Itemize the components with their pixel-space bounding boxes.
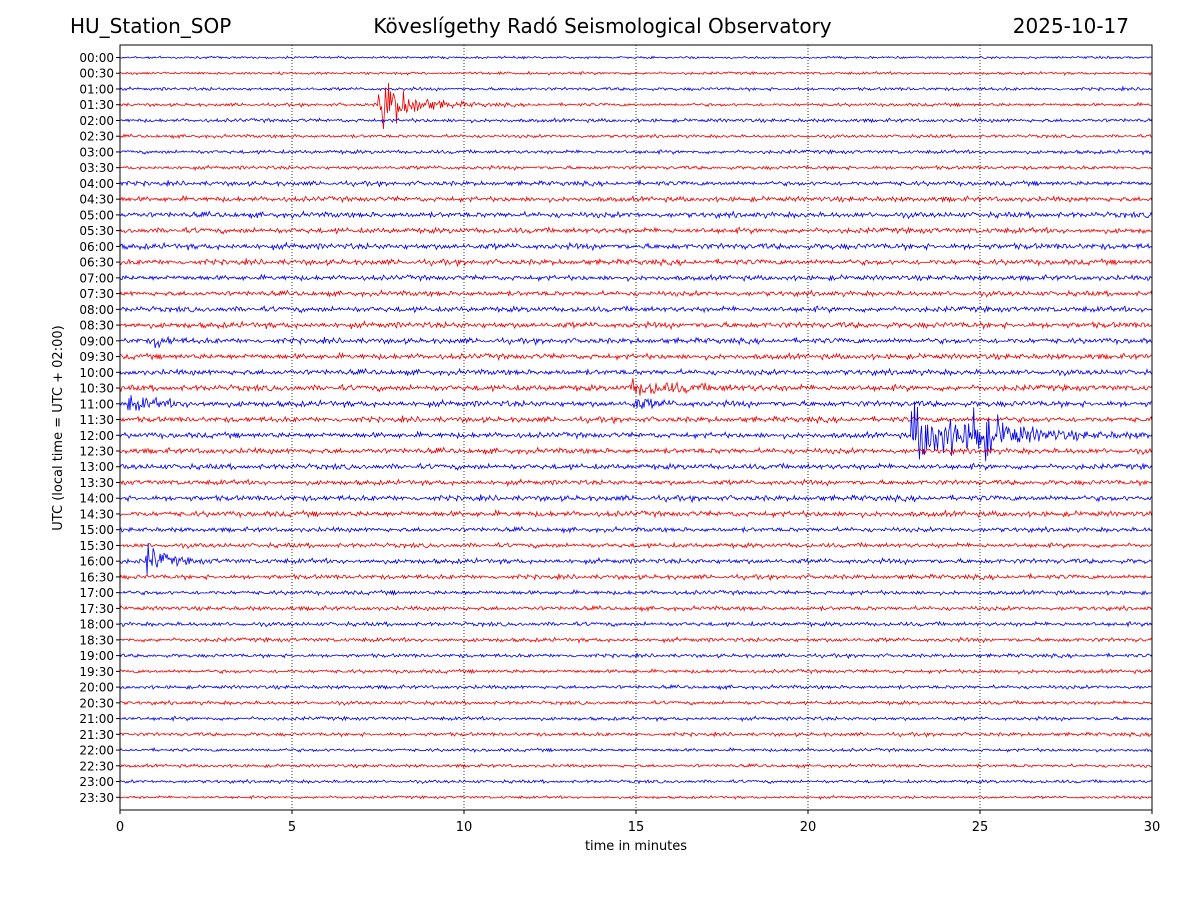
trace-1930: [119, 668, 1153, 675]
y-tick-label: 07:00: [79, 271, 114, 285]
y-tick-label: 09:30: [79, 350, 114, 364]
y-tick-label: 09:00: [79, 334, 114, 348]
x-axis-label: time in minutes: [585, 839, 687, 854]
y-tick-label: 03:00: [79, 145, 114, 159]
y-tick-label: 17:30: [79, 602, 114, 616]
y-tick-label: 13:00: [79, 460, 114, 474]
y-tick-label: 13:30: [79, 476, 114, 490]
y-tick-label: 14:00: [79, 492, 114, 506]
y-tick-label: 22:30: [79, 759, 114, 773]
y-tick-label: 08:30: [79, 319, 114, 333]
y-tick-label: 00:00: [79, 51, 114, 65]
y-tick-label: 07:30: [79, 287, 114, 301]
x-tick-label: 15: [628, 820, 645, 835]
trace-0300: [119, 148, 1153, 156]
y-tick-label: 10:00: [79, 366, 114, 380]
y-tick-label: 01:00: [79, 82, 114, 96]
y-tick-label: 19:00: [79, 649, 114, 663]
y-tick-label: 20:00: [79, 681, 114, 695]
y-tick-label: 05:30: [79, 224, 114, 238]
y-tick-label: 03:30: [79, 161, 114, 175]
trace-2100: [119, 715, 1153, 723]
x-tick-label: 25: [972, 820, 989, 835]
x-tick-label: 30: [1144, 820, 1161, 835]
y-tick-label: 15:00: [79, 523, 114, 537]
y-tick-label: 01:30: [79, 98, 114, 112]
trace-1830: [119, 636, 1153, 644]
y-tick-label: 12:30: [79, 445, 114, 459]
y-tick-label: 21:00: [79, 712, 114, 726]
trace-1530: [119, 541, 1152, 550]
x-tick-label: 10: [456, 820, 473, 835]
y-tick-label: 04:30: [79, 193, 114, 207]
trace-0500: [119, 210, 1153, 220]
y-tick-label: 08:00: [79, 303, 114, 317]
y-tick-label: 06:30: [79, 256, 114, 270]
trace-0330: [119, 164, 1153, 172]
x-tick-label: 20: [800, 820, 817, 835]
trace-0230: [119, 133, 1153, 140]
y-tick-label: 05:00: [79, 208, 114, 222]
y-tick-label: 14:30: [79, 507, 114, 521]
trace-0600: [119, 241, 1153, 252]
y-tick-label: 23:30: [79, 791, 114, 805]
x-tick-label: 5: [288, 820, 296, 835]
y-tick-label: 16:00: [79, 555, 114, 569]
trace-1500: [119, 525, 1153, 535]
y-tick-label: 16:30: [79, 570, 114, 584]
y-tick-label: 18:30: [79, 633, 114, 647]
trace-1300: [119, 462, 1153, 472]
y-tick-label: 22:00: [79, 744, 114, 758]
trace-1100: [119, 395, 1153, 411]
trace-2330: [119, 794, 1153, 801]
y-tick-label: 12:00: [79, 429, 114, 443]
y-tick-label: 15:30: [79, 539, 114, 553]
y-tick-label: 06:00: [79, 240, 114, 254]
y-tick-label: 11:30: [79, 413, 114, 427]
y-tick-label: 02:00: [79, 114, 114, 128]
y-tick-label: 10:30: [79, 382, 114, 396]
gridline-group: [291, 45, 981, 810]
trace-0700: [119, 273, 1153, 282]
y-tick-label: 17:00: [79, 586, 114, 600]
y-axis-label: UTC (local time = UTC + 02:00): [51, 325, 66, 530]
observatory-title: Köveslígethy Radó Seismological Observat…: [373, 14, 832, 38]
trace-0100: [119, 85, 1153, 92]
x-tick-label: 0: [116, 820, 124, 835]
station-name: HU_Station_SOP: [70, 14, 232, 38]
trace-1000: [119, 367, 1153, 377]
y-tick-label: 02:30: [79, 130, 114, 144]
y-tick-label: 21:30: [79, 728, 114, 742]
y-tick-label: 20:30: [79, 696, 114, 710]
y-tick-label: 04:00: [79, 177, 114, 191]
record-date: 2025-10-17: [1012, 14, 1129, 38]
y-tick-label: 00:30: [79, 67, 114, 81]
y-tick-label: 23:00: [79, 775, 114, 789]
x-tick-group: 0 5 10 15 20 25 30: [116, 810, 1160, 835]
y-tick-label: 19:30: [79, 665, 114, 679]
y-tick-label: 18:00: [79, 618, 114, 632]
y-tick-label: 11:00: [79, 397, 114, 411]
